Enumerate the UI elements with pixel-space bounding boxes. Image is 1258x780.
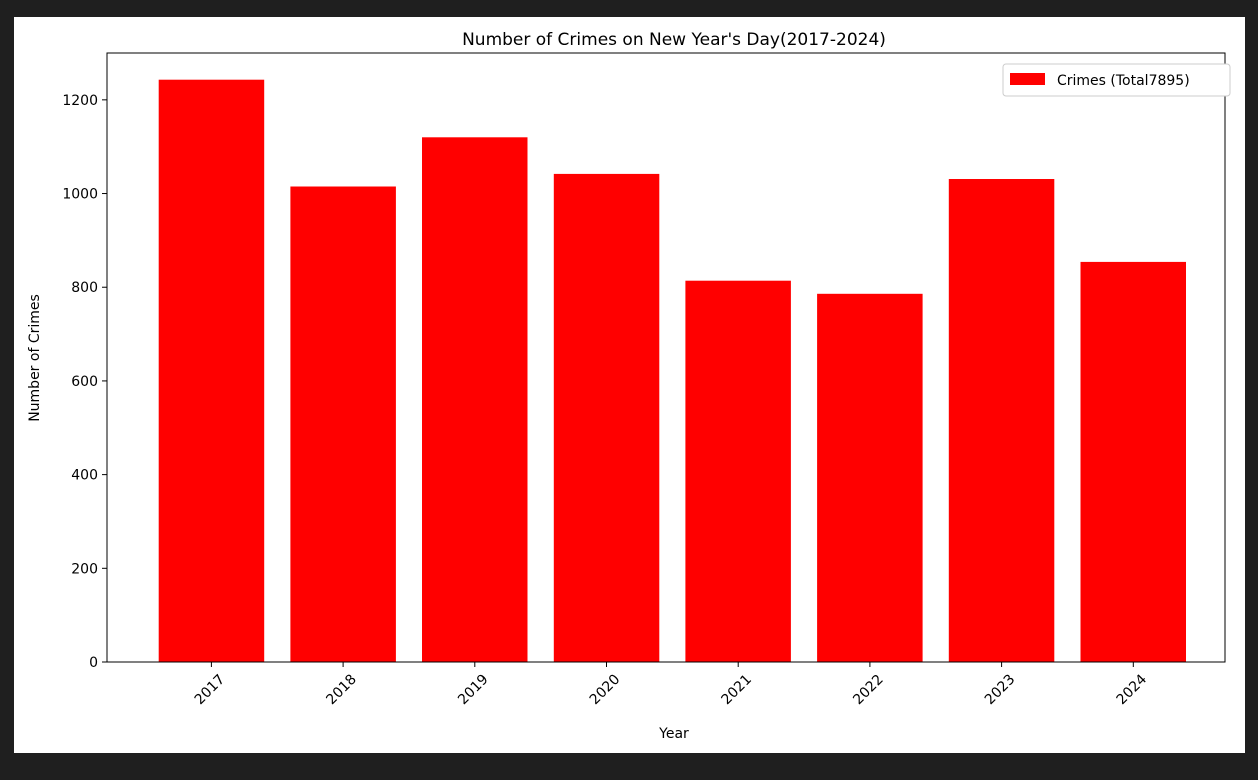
x-tick-label-2022: 2022 bbox=[850, 672, 887, 709]
y-tick-label-600: 600 bbox=[71, 374, 98, 390]
bar-2021 bbox=[685, 280, 791, 662]
x-tick-label-2020: 2020 bbox=[587, 672, 624, 709]
x-tick-label-2024: 2024 bbox=[1114, 671, 1151, 708]
bar-2023 bbox=[948, 179, 1055, 662]
y-tick-label-400: 400 bbox=[71, 468, 98, 484]
x-tick-label-2021: 2021 bbox=[719, 672, 756, 709]
legend: Crimes (Total7895) bbox=[1002, 63, 1231, 97]
x-tick-label-2018: 2018 bbox=[323, 672, 360, 709]
legend-box bbox=[1002, 63, 1231, 97]
x-axis: 2017 2018 2019 2020 2021 2022 2023 2024 bbox=[192, 662, 1150, 708]
x-tick-label-2023: 2023 bbox=[982, 672, 1019, 709]
x-tick-label-2017: 2017 bbox=[192, 672, 229, 709]
chart-figure: Number of Crimes on New Year's Day(2017-… bbox=[14, 17, 1245, 753]
bar-2020 bbox=[553, 173, 660, 662]
bar-2019 bbox=[422, 137, 528, 663]
chart-title: Number of Crimes on New Year's Day(2017-… bbox=[462, 30, 886, 50]
y-axis-label: Number of Crimes bbox=[27, 294, 43, 422]
y-tick-label-1000: 1000 bbox=[62, 187, 98, 203]
legend-swatch bbox=[1010, 73, 1045, 85]
bars-layer bbox=[158, 79, 1186, 663]
y-tick-label-200: 200 bbox=[71, 561, 98, 577]
y-tick-label-1200: 1200 bbox=[62, 93, 98, 109]
bar-2024 bbox=[1080, 261, 1186, 662]
y-axis: 0 200 400 600 800 1000 1200 bbox=[62, 93, 107, 671]
y-tick-label-0: 0 bbox=[89, 655, 98, 671]
x-axis-label: Year bbox=[658, 726, 689, 742]
plot-frame bbox=[106, 52, 1226, 663]
x-tick-label-2019: 2019 bbox=[455, 672, 492, 709]
bar-2017 bbox=[158, 79, 265, 662]
legend-label: Crimes (Total7895) bbox=[1057, 73, 1190, 89]
bar-2022 bbox=[817, 293, 923, 662]
bar-2018 bbox=[290, 186, 396, 662]
y-tick-label-800: 800 bbox=[71, 280, 98, 296]
bar-chart: Number of Crimes on New Year's Day(2017-… bbox=[27, 30, 1231, 742]
